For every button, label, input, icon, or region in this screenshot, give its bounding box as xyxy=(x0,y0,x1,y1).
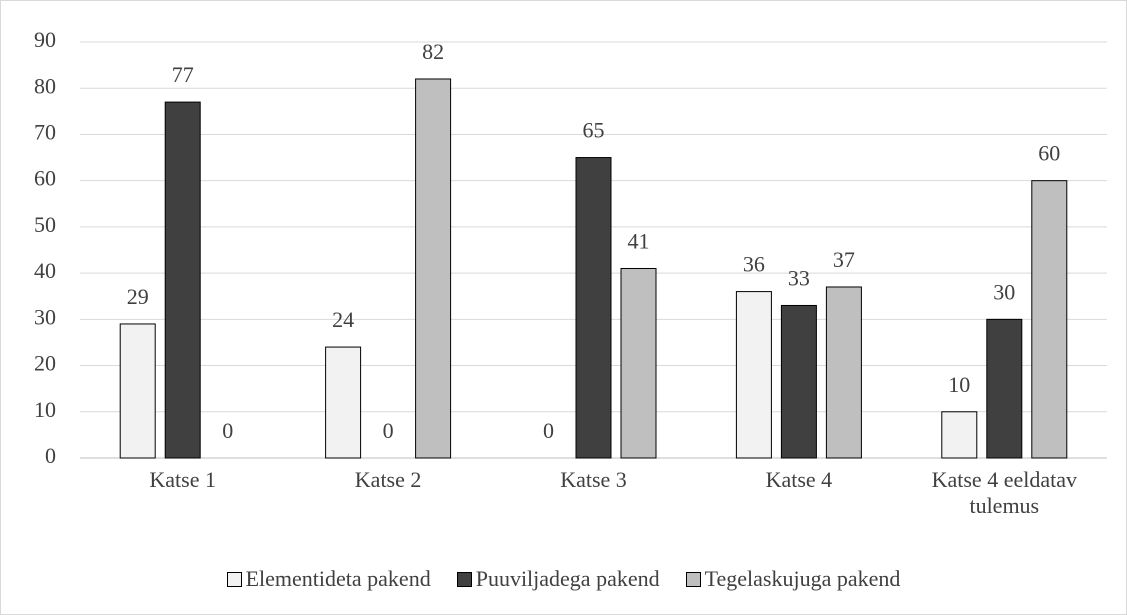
data-label: 60 xyxy=(1038,141,1060,166)
bar xyxy=(415,78,452,459)
y-tick-label: 10 xyxy=(34,397,56,422)
y-tick-label: 70 xyxy=(34,119,56,144)
y-tick-label: 30 xyxy=(34,304,56,329)
y-tick-label: 60 xyxy=(34,166,56,191)
bar xyxy=(780,304,817,459)
data-label: 0 xyxy=(383,418,394,443)
legend-swatch xyxy=(685,571,701,587)
x-tick-label: Katse 2 xyxy=(354,467,422,492)
bar xyxy=(119,323,156,459)
bar xyxy=(986,318,1023,459)
data-label: 82 xyxy=(422,39,444,64)
data-label: 37 xyxy=(833,247,855,272)
bar xyxy=(735,291,772,459)
data-label: 65 xyxy=(583,118,605,143)
data-label: 0 xyxy=(543,418,554,443)
bar xyxy=(575,157,612,459)
data-label: 0 xyxy=(222,418,233,443)
bar xyxy=(325,346,362,459)
bar xyxy=(620,267,657,459)
bar xyxy=(941,411,978,459)
data-label: 10 xyxy=(948,372,970,397)
data-label: 41 xyxy=(628,229,650,254)
bar xyxy=(164,101,201,459)
legend-item: Tegelaskujuga pakend xyxy=(685,566,901,592)
data-label: 33 xyxy=(788,266,810,291)
x-tick-label: Katse 3 xyxy=(560,467,627,492)
legend-label: Tegelaskujuga pakend xyxy=(704,566,901,591)
y-tick-label: 50 xyxy=(34,212,56,237)
data-label: 24 xyxy=(332,307,354,332)
y-tick-label: 0 xyxy=(45,443,56,468)
x-tick-label: Katse 4 eeldatav tulemus xyxy=(931,467,1077,518)
data-label: 36 xyxy=(743,252,765,277)
legend-item: Puuviljadega pakend xyxy=(456,566,660,592)
legend-swatch xyxy=(456,571,472,587)
x-tick-label: Katse 1 xyxy=(149,467,216,492)
y-tick-label: 40 xyxy=(34,258,56,283)
y-tick-label: 80 xyxy=(34,73,56,98)
bar xyxy=(1031,180,1068,459)
y-tick-label: 20 xyxy=(34,351,56,376)
legend-label: Elementideta pakend xyxy=(245,566,431,591)
legend-label: Puuviljadega pakend xyxy=(475,566,660,591)
y-tick-label: 90 xyxy=(34,27,56,52)
data-label: 77 xyxy=(172,62,194,87)
legend: Elementideta pakend Puuviljadega pakend Te… xyxy=(0,566,1127,592)
data-label: 29 xyxy=(127,284,149,309)
data-label: 30 xyxy=(993,279,1015,304)
legend-item: Elementideta pakend xyxy=(226,566,431,592)
x-tick-label: Katse 4 xyxy=(765,467,833,492)
legend-swatch xyxy=(226,571,242,587)
bar xyxy=(825,286,862,459)
